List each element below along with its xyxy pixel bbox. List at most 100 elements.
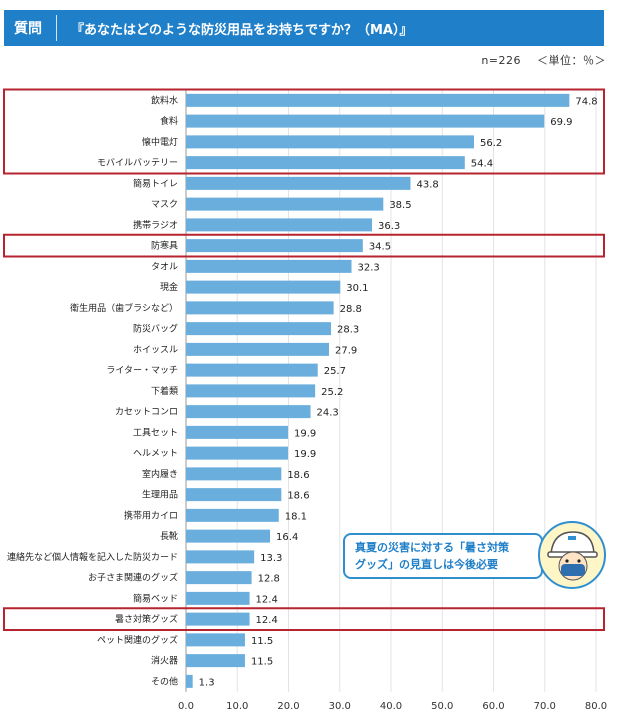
- bar: [186, 176, 411, 190]
- bar: [186, 405, 311, 419]
- value-label: 34.5: [369, 242, 391, 253]
- bar: [186, 529, 271, 543]
- value-label: 19.9: [294, 449, 316, 460]
- x-axis-ticks: 0.0 10.0 20.0 30.0 40.0 50.0 60.0 70.0 80.0: [178, 701, 607, 712]
- callout-box: 真夏の災害に対する「暑さ対策 グッズ」の見直しは今後必要: [343, 533, 543, 579]
- value-label: 28.8: [340, 304, 362, 315]
- bar: [186, 342, 329, 356]
- value-label: 12.8: [258, 574, 280, 585]
- category-label: 防寒具: [151, 240, 178, 252]
- bar: [186, 384, 316, 398]
- bar: [186, 135, 475, 149]
- value-label: 18.6: [287, 470, 309, 481]
- bar: [186, 633, 245, 647]
- value-label: 1.3: [199, 677, 215, 688]
- x-tick-label: 70.0: [534, 701, 556, 712]
- callout-line-2: グッズ」の見直しは今後必要: [355, 558, 498, 571]
- category-label: 携帯用カイロ: [124, 509, 178, 521]
- bar: [186, 239, 363, 253]
- x-tick-label: 60.0: [482, 701, 504, 712]
- value-label: 25.7: [324, 366, 346, 377]
- category-label: 現金: [160, 281, 178, 293]
- value-label: 28.3: [337, 325, 359, 336]
- value-label: 43.8: [416, 179, 438, 190]
- x-tick-label: 80.0: [585, 701, 607, 712]
- value-label: 16.4: [276, 532, 298, 543]
- bar: [186, 488, 282, 502]
- bar: [186, 674, 193, 688]
- value-label: 12.4: [256, 594, 278, 605]
- bar: [186, 93, 570, 107]
- category-label: 防災バッグ: [133, 323, 178, 335]
- category-label: 食料: [160, 115, 178, 127]
- category-label: マスク: [151, 199, 178, 210]
- sample-info: n=226 ＜単位：％＞: [469, 52, 606, 68]
- category-label: 簡易ベッド: [133, 592, 178, 604]
- bar: [186, 363, 318, 377]
- x-tick-label: 30.0: [329, 701, 351, 712]
- bar: [186, 550, 255, 564]
- bar: [186, 612, 250, 626]
- sample-size: n=226: [481, 54, 521, 67]
- value-label: 12.4: [256, 615, 278, 626]
- question-label: 質問: [14, 21, 42, 37]
- x-tick-label: 10.0: [226, 701, 248, 712]
- category-label: 飲料水: [151, 94, 178, 106]
- value-label: 25.2: [321, 387, 343, 398]
- callout-line-1: 真夏の災害に対する「暑さ対策: [355, 541, 509, 554]
- category-label: 暑さ対策グッズ: [115, 613, 178, 625]
- category-label: ホイッスル: [133, 344, 178, 355]
- value-label: 54.4: [471, 159, 493, 170]
- category-label: 工具セット: [133, 427, 178, 438]
- highlight-box: [3, 607, 605, 631]
- bar: [186, 301, 334, 315]
- bar: [186, 156, 465, 170]
- highlight-box: [3, 233, 605, 258]
- x-tick-label: 20.0: [277, 701, 299, 712]
- bar: [186, 446, 288, 460]
- bar: [186, 259, 352, 273]
- category-label: 室内履き: [142, 468, 178, 480]
- x-tick-label: 0.0: [178, 701, 194, 712]
- helmet-mascot-icon: [538, 521, 606, 589]
- unit-label: ＜単位：％＞: [537, 54, 606, 67]
- bar: [186, 114, 545, 128]
- category-label: ヘルメット: [133, 449, 178, 459]
- category-label: お子さま関連のグッズ: [88, 572, 178, 584]
- bar: [186, 425, 288, 439]
- category-label: 懐中電灯: [142, 136, 178, 148]
- value-label: 36.3: [378, 221, 400, 232]
- value-label: 27.9: [335, 345, 357, 356]
- highlight-box: [3, 88, 605, 175]
- category-label: 簡易トイレ: [133, 177, 178, 189]
- bar: [186, 197, 384, 211]
- value-label: 30.1: [346, 283, 368, 294]
- bar: [186, 654, 245, 668]
- category-label: 携帯ラジオ: [133, 219, 178, 231]
- category-label: モバイルバッテリー: [97, 158, 178, 169]
- category-label: 長靴: [160, 530, 178, 542]
- value-label: 56.2: [480, 138, 502, 149]
- value-label: 18.1: [285, 511, 307, 522]
- question-header: 質問 『あなたはどのような防災用品をお持ちですか？（MA）』: [4, 10, 604, 46]
- bar: [186, 467, 282, 481]
- category-label: 消火器: [151, 655, 178, 667]
- bar: [186, 218, 373, 232]
- category-label: 衛生用品（歯ブラシなど）: [70, 302, 178, 314]
- category-label: その他: [151, 675, 178, 687]
- value-label: 38.5: [389, 200, 411, 211]
- value-label: 24.3: [317, 408, 339, 419]
- category-label: 生理用品: [142, 489, 178, 501]
- value-labels: 74.869.9 56.2 54.4 43.8 38.5 36.3 34.5 32.3 30.1…: [199, 96, 598, 688]
- value-label: 69.9: [550, 117, 572, 128]
- category-label: 下着類: [151, 385, 178, 397]
- value-label: 18.6: [287, 491, 309, 502]
- question-text: 『あなたはどのような防災用品をお持ちですか？（MA）』: [71, 22, 413, 38]
- category-label: ペット関連のグッズ: [97, 634, 178, 646]
- bar: [186, 591, 250, 605]
- header-divider: [56, 15, 57, 41]
- category-label: 連絡先など個人情報を記入した防災カード: [7, 551, 178, 563]
- value-label: 74.8: [575, 96, 597, 107]
- bar: [186, 508, 279, 522]
